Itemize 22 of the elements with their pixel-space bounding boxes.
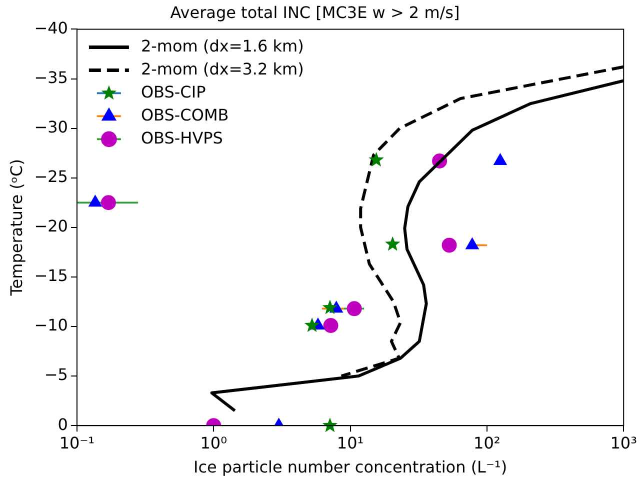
y-tick-label: 0	[58, 414, 68, 434]
legend-label: OBS-COMB	[140, 105, 229, 124]
x-tick-label: 10³	[610, 433, 638, 452]
legend-label: 2-mom (dx=3.2 km)	[140, 59, 304, 78]
y-tick-label: −40	[34, 18, 68, 38]
x-axis-title: Ice particle number concentration (L⁻¹)	[194, 458, 508, 477]
chart-title: Average total INC [MC3E w > 2 m/s]	[170, 2, 460, 22]
x-tick-label: 10⁻¹	[59, 433, 95, 452]
y-tick-label: −30	[34, 117, 68, 136]
x-tick-label: 10⁰	[200, 433, 228, 452]
legend-label: OBS-HVPS	[140, 128, 223, 148]
x-tick-label: 10¹	[336, 433, 364, 452]
y-tick-label: −20	[34, 216, 68, 236]
y-tick-label: −35	[34, 68, 68, 87]
y-tick-label: −15	[34, 266, 68, 286]
y-tick-label: −5	[44, 365, 68, 384]
y-axis-title: Temperature (ᵒC)	[6, 159, 26, 297]
legend-label: 2-mom (dx=1.6 km)	[140, 36, 304, 56]
y-tick-label: −25	[34, 167, 68, 186]
x-tick-label: 10²	[474, 433, 500, 452]
y-tick-label: −10	[34, 316, 68, 335]
legend-label: OBS-CIP	[140, 82, 206, 102]
